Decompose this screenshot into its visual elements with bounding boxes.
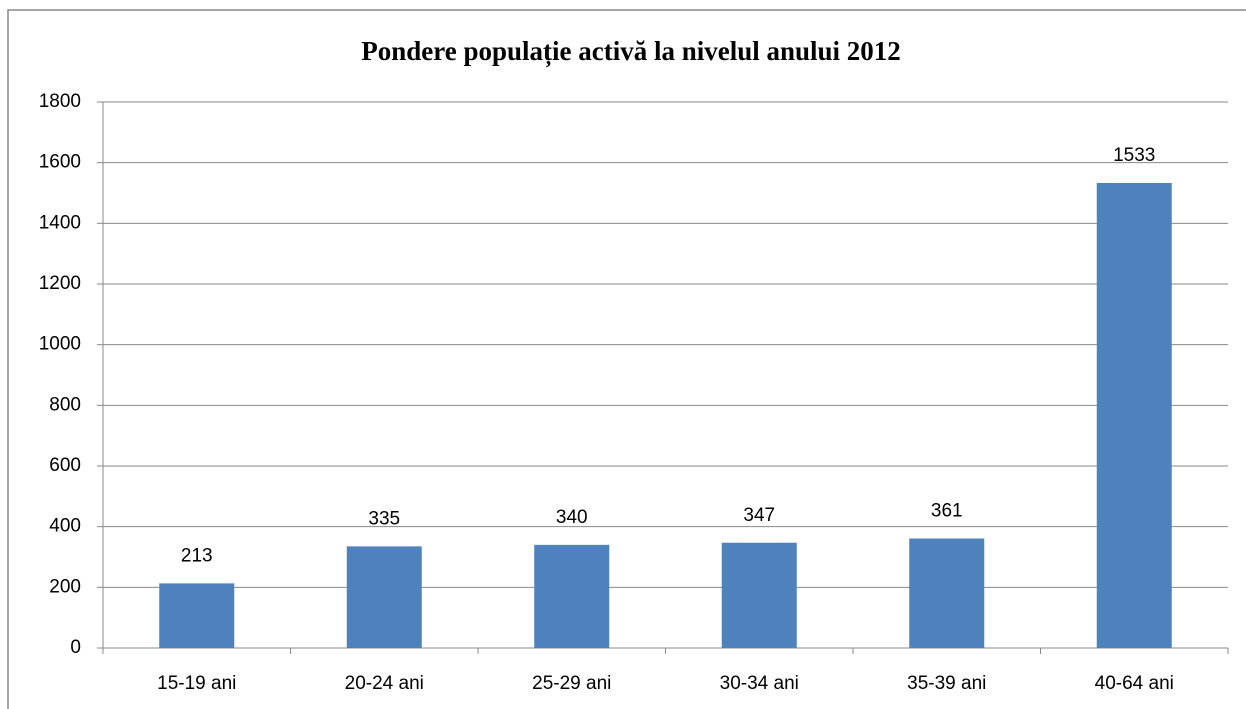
data-label: 335 [368,508,400,529]
bar [159,583,235,648]
y-tick-label: 600 [49,455,81,476]
data-label: 361 [931,501,963,522]
bar [346,546,422,648]
data-label: 1533 [1113,145,1155,166]
data-label: 213 [181,545,213,566]
y-tick-label: 200 [49,576,81,597]
y-tick-label: 400 [49,516,81,537]
y-tick-label: 800 [49,394,81,415]
bar [909,538,985,648]
x-tick-label: 15-19 ani [157,673,236,694]
y-tick-label: 1200 [39,273,81,294]
bar [534,544,610,648]
y-tick-label: 1000 [39,334,81,355]
y-tick-label: 1800 [39,91,81,112]
bar [1096,182,1172,649]
data-label: 347 [743,505,775,526]
bar [721,542,797,648]
y-tick-label: 1400 [39,212,81,233]
x-tick-label: 30-34 ani [720,673,799,694]
y-tick-label: 1600 [39,152,81,173]
x-tick-label: 40-64 ani [1095,673,1174,694]
x-tick-label: 20-24 ani [345,673,424,694]
chart-title: Pondere populație activă la nivelul anul… [361,36,901,67]
x-tick-label: 35-39 ani [907,673,986,694]
y-tick-label: 0 [70,637,81,658]
x-tick-label: 25-29 ani [532,673,611,694]
data-label: 340 [556,507,588,528]
